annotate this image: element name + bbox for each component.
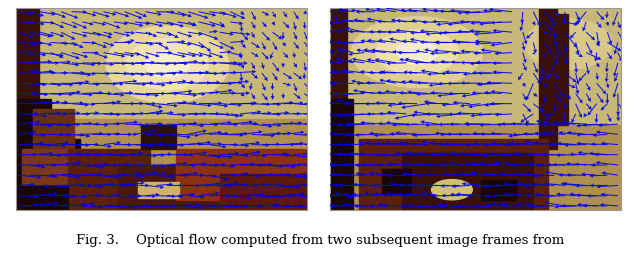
Bar <box>382 169 411 194</box>
Bar <box>16 186 68 210</box>
Bar <box>330 8 347 139</box>
Bar <box>220 174 307 210</box>
Ellipse shape <box>397 40 437 64</box>
Bar <box>481 180 516 200</box>
Ellipse shape <box>106 26 228 103</box>
Bar <box>118 165 220 210</box>
Ellipse shape <box>376 30 458 74</box>
Ellipse shape <box>431 180 472 200</box>
Bar <box>540 8 557 149</box>
Bar <box>16 8 307 125</box>
Ellipse shape <box>145 51 189 78</box>
Bar <box>330 99 353 210</box>
Bar <box>68 149 150 210</box>
Bar <box>330 125 621 210</box>
Bar <box>16 99 51 210</box>
Ellipse shape <box>127 39 208 90</box>
Bar <box>330 8 621 129</box>
Bar <box>403 153 533 210</box>
Bar <box>16 8 39 145</box>
Bar <box>22 149 74 186</box>
Bar <box>176 149 307 200</box>
Bar <box>557 14 568 125</box>
Ellipse shape <box>525 19 612 69</box>
Bar <box>141 125 176 149</box>
Text: Fig. 3.    Optical flow computed from two subsequent image frames from: Fig. 3. Optical flow computed from two s… <box>76 234 564 247</box>
Bar <box>33 109 74 153</box>
Ellipse shape <box>351 17 483 88</box>
Bar <box>138 182 179 198</box>
Bar <box>16 139 80 210</box>
Bar <box>16 119 307 210</box>
Bar <box>359 139 548 210</box>
